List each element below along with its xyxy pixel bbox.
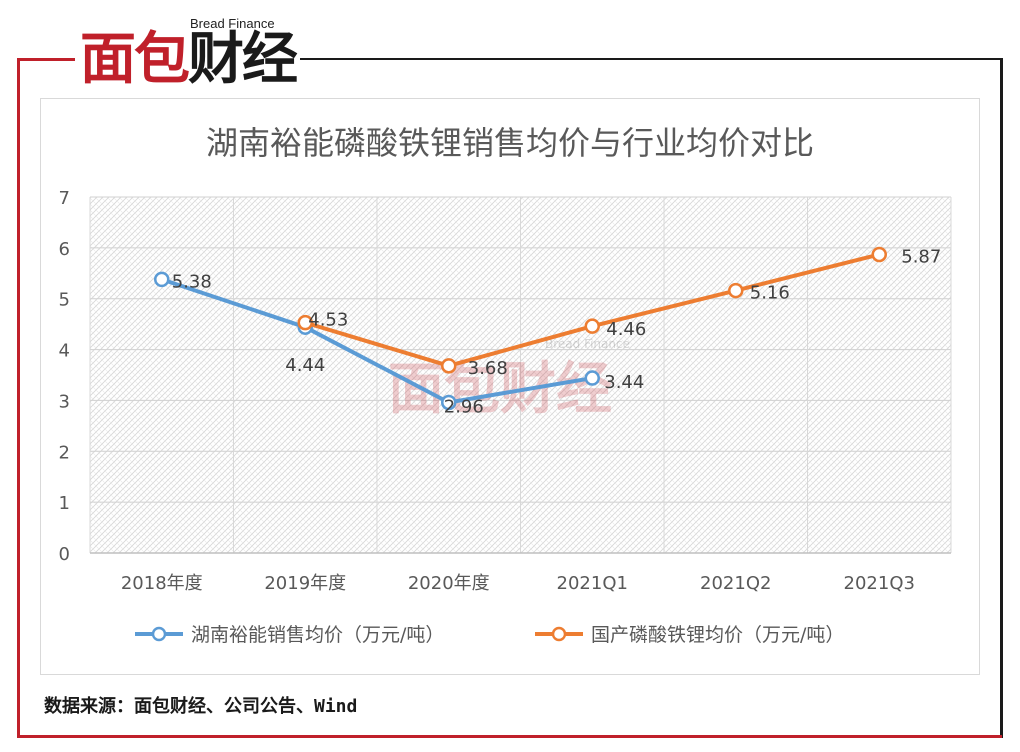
y-tick-label: 1 <box>59 493 70 514</box>
data-point <box>728 282 744 299</box>
legend-item: 湖南裕能销售均价（万元/吨） <box>135 624 444 646</box>
x-tick-label: 2021Q2 <box>700 573 771 594</box>
legend-label: 湖南裕能销售均价（万元/吨） <box>191 624 444 646</box>
y-tick-label: 5 <box>59 290 70 311</box>
frame-bottom <box>17 735 1002 738</box>
legend-item: 国产磷酸铁锂均价（万元/吨） <box>535 624 844 646</box>
data-label: 4.44 <box>285 355 325 376</box>
y-tick-label: 4 <box>59 341 70 362</box>
x-tick-label: 2021Q1 <box>557 573 628 594</box>
data-point <box>871 246 887 263</box>
series-line <box>161 277 593 405</box>
data-label: 2.96 <box>444 396 484 417</box>
watermark-english: Bread Finance <box>545 337 630 351</box>
data-label: 5.16 <box>750 283 790 304</box>
data-label: 3.68 <box>468 358 508 379</box>
y-tick-label: 7 <box>59 188 70 209</box>
x-axis: 2018年度 2019年度 2020年度 2021Q1 2021Q2 2021Q3 <box>121 573 915 594</box>
frame-right <box>1000 58 1003 738</box>
y-tick-label: 3 <box>59 391 70 412</box>
frame-left <box>17 58 20 738</box>
data-point <box>154 271 170 288</box>
y-tick-label: 0 <box>59 544 70 565</box>
data-point <box>441 394 457 411</box>
data-label: 3.44 <box>604 372 644 393</box>
frame-top-left <box>17 58 75 61</box>
data-label: 5.87 <box>901 246 941 267</box>
frame-top-right <box>300 58 1003 60</box>
y-tick-label: 6 <box>59 239 70 260</box>
logo: 面包财经 <box>80 27 298 92</box>
data-label: 4.46 <box>606 319 646 340</box>
x-tick-label: 2021Q3 <box>844 573 915 594</box>
data-point <box>297 314 313 331</box>
x-tick-label: 2018年度 <box>121 573 203 594</box>
legend-label: 国产磷酸铁锂均价（万元/吨） <box>591 624 844 646</box>
data-point <box>584 318 600 334</box>
legend-marker <box>551 626 567 642</box>
logo-red-part: 面包 <box>80 27 190 92</box>
data-label: 4.53 <box>308 310 348 331</box>
source-note: 数据来源：面包财经、公司公告、Wind <box>44 696 358 717</box>
legend: 湖南裕能销售均价（万元/吨） 国产磷酸铁锂均价（万元/吨） <box>135 624 844 646</box>
chart-title: 湖南裕能磷酸铁锂销售均价与行业均价对比 <box>205 124 814 162</box>
x-tick-label: 2019年度 <box>264 573 346 594</box>
series-2: 4.53 3.68 4.46 5.16 5.87 <box>297 246 941 379</box>
data-label: 5.38 <box>172 271 212 292</box>
gridlines <box>89 196 952 554</box>
x-tick-label: 2020年度 <box>408 573 490 594</box>
data-point <box>584 370 600 386</box>
y-axis: 0 1 2 3 4 5 6 7 <box>59 188 70 565</box>
data-point <box>441 358 457 374</box>
legend-marker <box>151 626 167 642</box>
logo-english: Bread Finance <box>190 16 275 31</box>
y-tick-label: 2 <box>59 442 70 463</box>
logo-dark-part: 财经 <box>188 27 298 92</box>
